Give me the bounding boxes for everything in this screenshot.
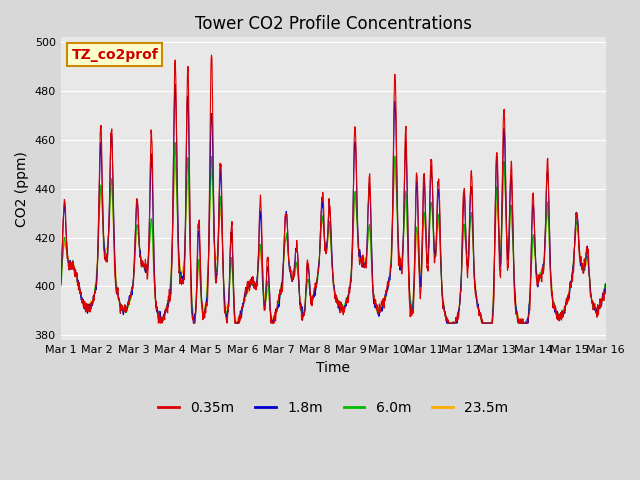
0.35m xyxy=(154,320,162,326)
23.5m xyxy=(233,320,241,326)
Line: 6.0m: 6.0m xyxy=(61,143,605,323)
0.35m xyxy=(207,52,215,58)
Line: 23.5m: 23.5m xyxy=(61,162,605,323)
Text: TZ_co2prof: TZ_co2prof xyxy=(72,48,158,61)
23.5m xyxy=(602,282,609,288)
23.5m xyxy=(72,270,79,276)
0.35m xyxy=(72,266,79,272)
1.8m xyxy=(57,282,65,288)
23.5m xyxy=(57,279,65,285)
6.0m xyxy=(305,279,312,285)
6.0m xyxy=(132,238,140,243)
Y-axis label: CO2 (ppm): CO2 (ppm) xyxy=(15,151,29,227)
0.35m xyxy=(519,316,527,322)
Title: Tower CO2 Profile Concentrations: Tower CO2 Profile Concentrations xyxy=(195,15,472,33)
Line: 0.35m: 0.35m xyxy=(61,55,605,323)
0.35m xyxy=(132,222,140,228)
6.0m xyxy=(72,273,79,278)
23.5m xyxy=(99,216,106,222)
1.8m xyxy=(132,223,140,229)
X-axis label: Time: Time xyxy=(316,360,350,374)
6.0m xyxy=(57,283,65,288)
0.35m xyxy=(602,281,609,287)
23.5m xyxy=(132,243,140,249)
1.8m xyxy=(116,302,124,308)
6.0m xyxy=(190,320,198,326)
23.5m xyxy=(172,159,179,165)
6.0m xyxy=(519,320,527,326)
1.8m xyxy=(99,204,106,209)
0.35m xyxy=(116,311,124,316)
6.0m xyxy=(99,216,106,222)
23.5m xyxy=(305,279,312,285)
6.0m xyxy=(602,281,609,287)
0.35m xyxy=(57,283,65,289)
1.8m xyxy=(172,82,179,87)
1.8m xyxy=(602,285,609,291)
Legend: 0.35m, 1.8m, 6.0m, 23.5m: 0.35m, 1.8m, 6.0m, 23.5m xyxy=(153,396,513,421)
1.8m xyxy=(189,320,197,326)
6.0m xyxy=(172,140,179,145)
1.8m xyxy=(305,267,312,273)
23.5m xyxy=(519,320,527,326)
6.0m xyxy=(116,301,124,307)
1.8m xyxy=(519,320,527,326)
Line: 1.8m: 1.8m xyxy=(61,84,605,323)
23.5m xyxy=(116,302,124,308)
1.8m xyxy=(72,270,79,276)
0.35m xyxy=(99,201,106,207)
0.35m xyxy=(305,262,312,267)
